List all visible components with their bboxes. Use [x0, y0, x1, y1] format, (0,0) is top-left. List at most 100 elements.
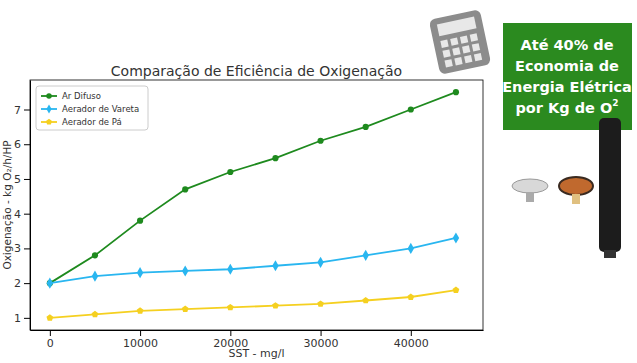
legend-label: Aerador de Pá: [62, 117, 122, 127]
series-marker: [227, 264, 233, 275]
calculator-key: [472, 43, 480, 51]
x-tick: 40000: [394, 330, 429, 350]
series-marker: [317, 138, 323, 144]
x-tick-mark: [140, 330, 141, 336]
chart: Comparação de Eficiência de Oxigenação 0 1…: [0, 0, 637, 363]
legend: Ar DifusoAerador de VaretaAerador de Pá: [36, 86, 148, 130]
y-tick: 5: [14, 173, 30, 186]
y-tick-label: 6: [14, 138, 21, 151]
series-marker: [317, 300, 324, 306]
x-tick-label: 40000: [394, 337, 429, 350]
calculator-key: [450, 38, 458, 46]
legend-label: Ar Difuso: [62, 91, 101, 101]
x-tick: 30000: [304, 330, 339, 350]
x-tick-mark: [230, 330, 231, 336]
calculator-key: [460, 35, 468, 43]
series-marker: [182, 306, 189, 312]
annotation-text: Energia Elétrica: [502, 79, 632, 95]
series-marker: [453, 287, 460, 293]
x-tick-mark: [411, 330, 412, 336]
annotation-box: [502, 22, 633, 131]
series-marker: [137, 267, 143, 278]
calculator-key: [452, 47, 460, 55]
product-tube: [599, 118, 621, 252]
y-tick-label: 7: [14, 104, 21, 117]
annotation-text: Economia de: [515, 58, 619, 74]
series-marker: [363, 124, 369, 130]
y-tick: 3: [14, 242, 30, 255]
calculator-body: [429, 9, 492, 75]
chart-title: Comparação de Eficiência de Oxigenação: [111, 63, 402, 79]
x-tick-mark: [321, 330, 322, 336]
series-marker: [453, 89, 459, 95]
series-marker: [272, 155, 278, 161]
y-axis-title: Oxigenação - kg O₂/h/HP: [1, 140, 13, 269]
y-tick-label: 1: [14, 312, 21, 325]
series-marker: [272, 302, 279, 308]
product-disc-orange: [559, 177, 593, 195]
x-tick-label: 30000: [304, 337, 339, 350]
legend-marker: [46, 93, 52, 99]
y-tick: 1: [14, 312, 30, 325]
annotation-text-part: por Kg de O: [515, 100, 612, 116]
y-tick: 4: [14, 208, 30, 221]
legend-marker: [46, 104, 51, 113]
y-tick-label: 2: [14, 277, 21, 290]
series-marker: [137, 307, 144, 313]
series-marker: [47, 278, 53, 289]
plot-frame: [30, 80, 483, 330]
legend-box: [36, 86, 148, 130]
legend-marker: [46, 119, 52, 125]
product-disc-gray-stem: [526, 192, 534, 202]
x-tick-mark: [50, 330, 51, 336]
product-images: [512, 118, 621, 258]
y-tick-mark: [24, 214, 30, 215]
calculator-key: [470, 33, 478, 41]
y-tick-mark: [24, 110, 30, 111]
annotation-superscript: 2: [612, 98, 618, 108]
x-tick-label: 10000: [123, 337, 158, 350]
series-marker: [317, 257, 323, 268]
calculator-key: [474, 53, 482, 61]
calculator-key: [462, 45, 470, 53]
y-tick: 6: [14, 138, 30, 151]
y-tick: 2: [14, 277, 30, 290]
annotation-text: por Kg de O2: [515, 98, 618, 116]
series-marker: [92, 311, 99, 317]
series-marker: [92, 252, 98, 258]
series-marker: [227, 304, 234, 310]
y-tick-mark: [24, 248, 30, 249]
series-line: [50, 92, 456, 283]
y-tick-mark: [24, 283, 30, 284]
series-marker: [407, 293, 414, 299]
y-tick-mark: [24, 179, 30, 180]
y-tick-mark: [24, 144, 30, 145]
product-tube-cap: [604, 250, 616, 258]
series-marker: [408, 243, 414, 254]
calculator-key: [454, 57, 462, 65]
series-marker: [137, 218, 143, 224]
series-marker: [182, 265, 188, 276]
series-line: [50, 290, 456, 318]
y-tick-label: 5: [14, 173, 21, 186]
series-marker: [362, 250, 368, 261]
calculator-key: [440, 40, 448, 48]
x-tick-label: 0: [47, 337, 54, 350]
series-marker: [453, 232, 459, 243]
calculator-screen: [437, 17, 477, 37]
series-marker: [272, 260, 278, 271]
series-marker: [46, 314, 53, 320]
y-tick-mark: [24, 318, 30, 319]
x-axis-title: SST - mg/l: [228, 347, 284, 360]
series-marker: [182, 186, 188, 192]
series-marker: [92, 271, 98, 282]
series-marker: [408, 106, 414, 112]
y-tick: 7: [14, 104, 30, 117]
annotation-text: Até 40% de: [520, 37, 613, 53]
y-axis: 1 2 3 4 5 6 7: [14, 81, 31, 331]
series-line: [50, 238, 456, 283]
calculator-key: [464, 55, 472, 63]
series-marker: [362, 297, 369, 303]
series-marker: [227, 169, 233, 175]
calculator-icon: [429, 9, 492, 75]
